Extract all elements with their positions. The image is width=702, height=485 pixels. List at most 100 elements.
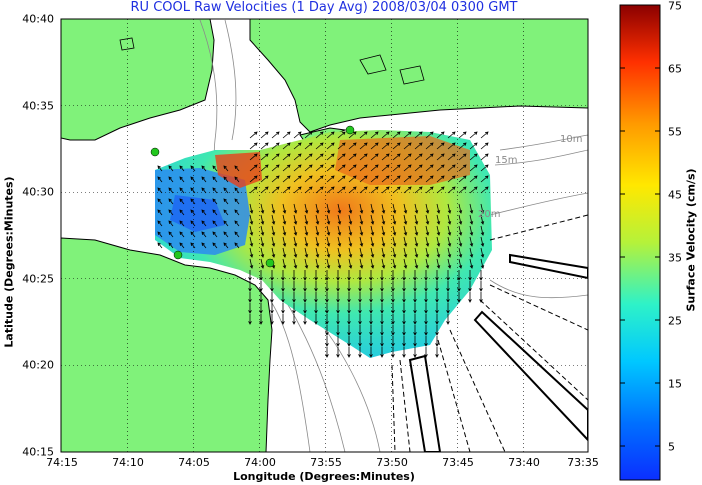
- velocity-arrow: [260, 164, 269, 172]
- velocity-arrow: [480, 153, 489, 161]
- velocity-arrow: [458, 236, 463, 247]
- colorbar: [619, 4, 661, 481]
- velocity-arrow: [315, 236, 320, 247]
- velocity-arrow: [325, 303, 329, 314]
- velocity-arrow: [282, 153, 291, 161]
- velocity-arrow: [270, 303, 274, 314]
- velocity-arrow: [168, 220, 174, 227]
- colorbar-tick-label: 35: [668, 251, 682, 265]
- velocity-arrow: [348, 186, 357, 194]
- velocity-arrow: [392, 214, 397, 225]
- velocity-arrow: [480, 164, 489, 172]
- velocity-arrow: [234, 209, 240, 216]
- velocity-arrow: [480, 142, 489, 150]
- velocity-arrow: [314, 314, 318, 325]
- velocity-arrow: [447, 247, 452, 258]
- velocity-arrow: [359, 203, 364, 214]
- velocity-arrow: [402, 270, 406, 281]
- velocity-arrow: [259, 314, 263, 325]
- velocity-arrow: [303, 292, 307, 303]
- velocity-arrow: [435, 336, 439, 347]
- velocity-arrow: [469, 236, 474, 247]
- velocity-arrow: [201, 198, 207, 205]
- velocity-arrow: [369, 336, 373, 347]
- velocity-arrow: [337, 175, 346, 183]
- velocity-arrow: [402, 281, 406, 292]
- velocity-arrow: [270, 314, 274, 325]
- velocity-arrow: [281, 270, 285, 281]
- velocity-arrow: [370, 236, 375, 247]
- velocity-arrow: [179, 231, 185, 238]
- velocity-arrow: [447, 225, 452, 236]
- velocity-arrow: [325, 325, 329, 336]
- velocity-arrow: [359, 225, 364, 236]
- velocity-arrow: [348, 236, 353, 247]
- velocity-arrow: [369, 314, 373, 325]
- island: [359, 54, 387, 75]
- velocity-arrow: [259, 292, 263, 303]
- velocity-arrow: [469, 131, 478, 139]
- velocity-arrow: [424, 336, 428, 347]
- x-tick-label: 73:40: [508, 456, 540, 469]
- velocity-arrow: [282, 214, 287, 225]
- velocity-arrow: [212, 165, 218, 172]
- velocity-arrow: [326, 142, 335, 150]
- velocity-arrow: [249, 186, 258, 194]
- velocity-arrow: [435, 281, 439, 292]
- velocity-arrow: [458, 247, 463, 258]
- velocity-arrow: [359, 214, 364, 225]
- velocity-arrow: [436, 258, 441, 269]
- velocity-arrow: [380, 336, 384, 347]
- velocity-arrow: [212, 242, 218, 249]
- velocity-arrow: [381, 153, 390, 161]
- velocity-arrow: [260, 175, 269, 183]
- velocity-arrow: [436, 164, 445, 172]
- velocity-arrow: [179, 242, 185, 249]
- velocity-arrow: [391, 325, 395, 336]
- colorbar-tick-label: 15: [668, 377, 682, 391]
- velocity-arrow: [234, 242, 240, 249]
- velocity-arrow: [458, 225, 463, 236]
- velocity-arrow: [381, 236, 386, 247]
- velocity-arrow: [402, 314, 406, 325]
- velocity-arrow: [326, 186, 335, 194]
- velocity-arrow: [292, 303, 296, 314]
- velocity-arrow: [358, 314, 362, 325]
- velocity-arrow: [336, 336, 340, 347]
- velocity-arrow: [458, 153, 467, 161]
- velocity-arrow: [425, 236, 430, 247]
- velocity-arrow: [223, 231, 229, 238]
- velocity-arrow: [234, 165, 240, 172]
- velocity-arrow: [304, 186, 313, 194]
- velocity-arrow: [326, 203, 331, 214]
- velocity-arrow: [179, 176, 185, 183]
- velocity-arrow: [347, 303, 351, 314]
- velocity-arrow: [201, 165, 207, 172]
- velocity-arrow: [304, 164, 313, 172]
- velocity-arrow: [326, 225, 331, 236]
- velocity-arrow: [190, 209, 196, 216]
- velocity-arrow: [282, 164, 291, 172]
- velocity-arrow: [425, 247, 430, 258]
- velocity-arrow: [260, 225, 265, 236]
- velocity-arrow: [436, 247, 441, 258]
- velocity-arrow: [446, 303, 450, 314]
- velocity-arrow: [469, 142, 478, 150]
- velocity-arrow: [179, 187, 185, 194]
- velocity-arrow: [223, 165, 229, 172]
- velocity-arrow: [347, 336, 351, 347]
- velocity-arrow: [413, 281, 417, 292]
- velocity-arrow: [402, 325, 406, 336]
- velocity-arrow: [282, 142, 291, 150]
- velocity-arrow: [446, 314, 450, 325]
- velocity-arrow: [282, 203, 287, 214]
- velocity-arrow: [348, 214, 353, 225]
- colorbar-tick-label: 75: [668, 0, 682, 13]
- velocity-arrow: [157, 198, 163, 205]
- velocity-arrow: [190, 165, 196, 172]
- y-tick-label: 40:30: [22, 185, 54, 199]
- velocity-arrow: [336, 303, 340, 314]
- velocity-arrow: [260, 142, 269, 150]
- colorbar-tick-label: 65: [668, 62, 682, 76]
- velocity-arrow: [157, 187, 163, 194]
